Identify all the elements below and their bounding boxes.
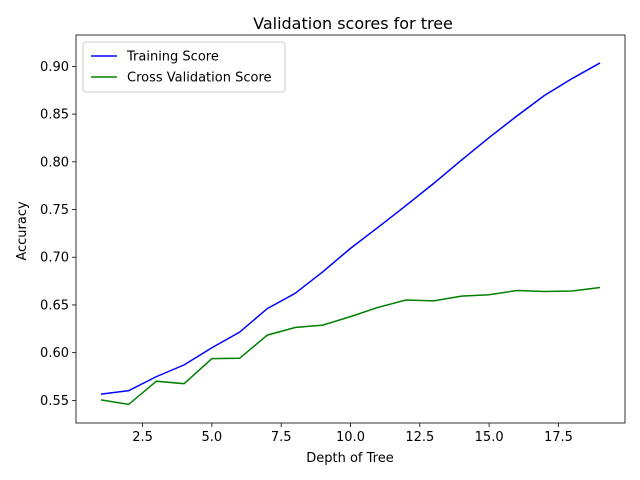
- y-tick-label: 0.55: [40, 394, 69, 409]
- x-tick-label: 7.5: [271, 430, 292, 445]
- y-tick-label: 0.70: [40, 251, 69, 266]
- plot-frame: [75, 34, 626, 424]
- x-axis-label: Depth of Tree: [306, 451, 393, 466]
- x-tick-label: 15.0: [475, 430, 504, 445]
- y-tick-label: 0.75: [40, 203, 69, 218]
- y-axis: 0.55 0.60 0.65 0.70 0.75 0.80 0.85 0.90: [40, 60, 76, 409]
- y-tick-label: 0.90: [40, 60, 69, 75]
- series-line-2: [100, 286, 601, 406]
- legend-box: [82, 41, 286, 93]
- x-tick-label: 12.5: [405, 430, 434, 445]
- legend: Training Score Cross Validation Score: [82, 41, 286, 93]
- x-tick-label: 17.5: [544, 430, 573, 445]
- x-tick-label: 2.5: [132, 430, 153, 445]
- x-axis: 2.5 5.0 7.5 10.0 12.5 15.0 17.5: [132, 423, 573, 445]
- y-axis-label: Accuracy: [15, 201, 30, 261]
- y-tick-label: 0.85: [40, 108, 69, 123]
- series-line-1: [100, 62, 601, 395]
- legend-label-2: Cross Validation Score: [127, 71, 272, 86]
- legend-label-1: Training Score: [126, 50, 219, 65]
- x-tick-label: 5.0: [202, 430, 223, 445]
- chart-title: Validation scores for tree: [253, 14, 453, 33]
- plot-area: [75, 34, 626, 424]
- y-tick-label: 0.80: [40, 155, 69, 170]
- y-tick-label: 0.65: [40, 298, 69, 313]
- x-tick-label: 10.0: [336, 430, 365, 445]
- y-tick-label: 0.60: [40, 346, 69, 361]
